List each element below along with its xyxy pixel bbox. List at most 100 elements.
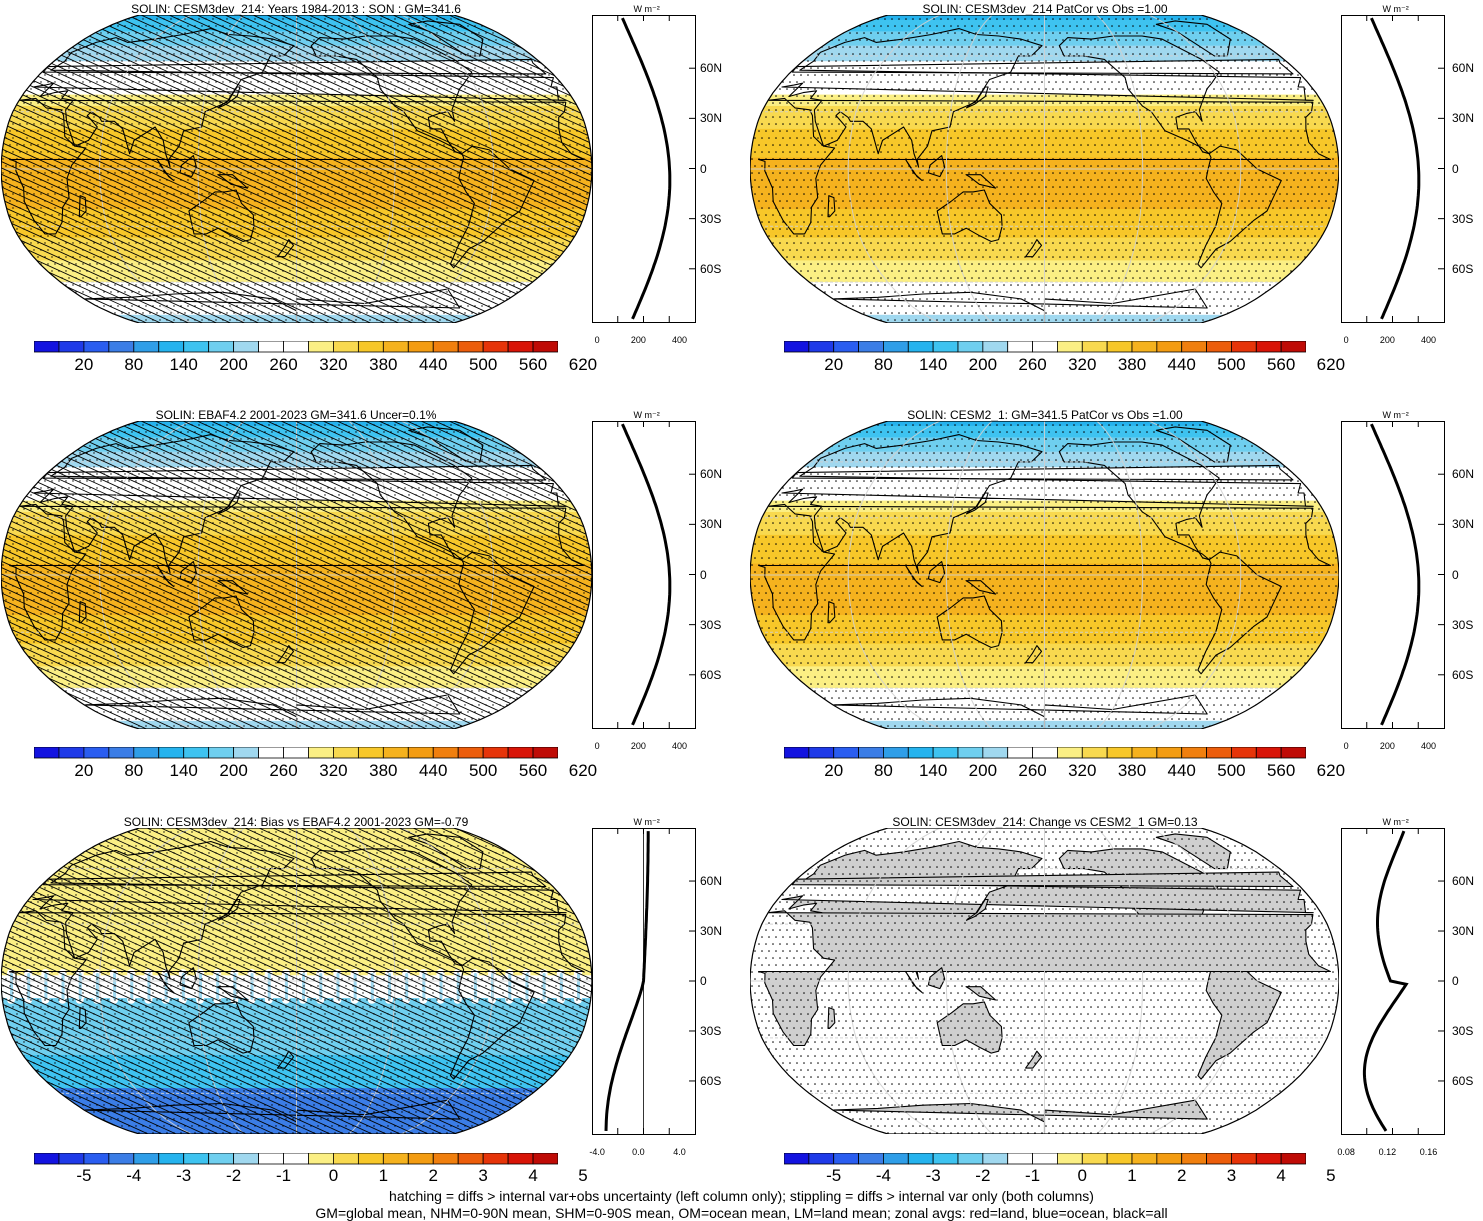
lat-label: 60S xyxy=(700,1074,721,1088)
panel-title: SOLIN: CESM2_1: GM=341.5 PatCor vs Obs =… xyxy=(795,408,1295,422)
colorbar-label: 140 xyxy=(913,355,953,375)
lat-label: 30N xyxy=(1452,517,1474,531)
colorbar-label: 320 xyxy=(313,761,353,781)
colorbar-swatch xyxy=(1280,747,1306,759)
colorbar-swatch xyxy=(233,747,259,759)
colorbar-swatch xyxy=(1156,1153,1183,1165)
colorbar-swatch xyxy=(1007,341,1033,353)
colorbar-label: -1 xyxy=(1013,1166,1053,1186)
colorbar-swatch xyxy=(482,747,509,759)
colorbar-swatch xyxy=(382,341,409,353)
colorbar-label: 560 xyxy=(1261,355,1301,375)
colorbar-swatch xyxy=(308,747,334,759)
profile-xtick: 400 xyxy=(1409,741,1449,751)
zonal-mean-line xyxy=(621,17,672,320)
colorbar-swatch xyxy=(833,1153,859,1165)
colorbar-swatch xyxy=(1181,341,1207,353)
colorbar-swatch xyxy=(1231,747,1257,759)
colorbar-swatch xyxy=(982,1153,1009,1165)
colorbar-2 xyxy=(34,747,558,759)
colorbar-label: 440 xyxy=(1162,761,1202,781)
colorbar-swatch xyxy=(833,341,859,353)
profile-xtick: 0.16 xyxy=(1409,1147,1449,1157)
profile-xtick: 0 xyxy=(577,741,617,751)
colorbar-swatch xyxy=(858,341,884,353)
land xyxy=(758,833,1331,1134)
zonal-mean-line xyxy=(1362,830,1409,1132)
colorbar-swatch xyxy=(482,1153,509,1165)
colorbar-1 xyxy=(784,341,1306,353)
lat-label: 60N xyxy=(1452,61,1474,75)
colorbar-label: 200 xyxy=(214,355,254,375)
map-0 xyxy=(1,15,592,323)
colorbar-3 xyxy=(784,747,1306,759)
colorbar-swatch xyxy=(1106,341,1133,353)
colorbar-label: 560 xyxy=(513,355,553,375)
colorbar-swatch xyxy=(1206,1153,1232,1165)
colorbar-swatch xyxy=(1181,1153,1207,1165)
colorbar-swatch xyxy=(457,1153,484,1165)
colorbar-4 xyxy=(34,1153,558,1165)
zonal-profile-3 xyxy=(1341,421,1445,729)
lat-label: 60N xyxy=(1452,467,1474,481)
colorbar-swatch xyxy=(308,1153,334,1165)
map-4 xyxy=(1,828,592,1134)
panel-title: SOLIN: CESM3dev_214: Change vs CESM2_1 G… xyxy=(795,815,1295,829)
colorbar-swatch xyxy=(808,341,835,353)
profile-xtick: 0.08 xyxy=(1326,1147,1366,1157)
colorbar-swatch xyxy=(432,1153,459,1165)
map-5 xyxy=(750,828,1339,1134)
colorbar-swatch xyxy=(407,747,434,759)
hatching xyxy=(1,421,592,729)
panel-title: SOLIN: EBAF4.2 2001-2023 GM=341.6 Uncer=… xyxy=(46,408,546,422)
colorbar-label: 5 xyxy=(563,1166,603,1186)
colorbar-swatch xyxy=(1231,341,1257,353)
colorbar-label: 440 xyxy=(413,761,453,781)
profile-xtick: 200 xyxy=(618,335,658,345)
colorbar-label: 500 xyxy=(463,355,503,375)
colorbar-swatch xyxy=(283,341,309,353)
colorbar-swatch xyxy=(507,747,534,759)
colorbar-swatch xyxy=(883,747,909,759)
colorbar-swatch xyxy=(784,1153,810,1165)
map-field xyxy=(1,15,592,323)
colorbar-label: 20 xyxy=(814,761,854,781)
lat-label: 30S xyxy=(700,1024,721,1038)
colorbar-swatch xyxy=(1032,747,1058,759)
colorbar-swatch xyxy=(1057,341,1083,353)
panel-title: SOLIN: CESM3dev_214 PatCor vs Obs =1.00 xyxy=(795,2,1295,16)
colorbar-swatch xyxy=(1106,747,1133,759)
colorbar-swatch xyxy=(208,341,235,353)
colorbar-swatch xyxy=(333,1153,359,1165)
colorbar-label: -3 xyxy=(164,1166,204,1186)
colorbar-label: 500 xyxy=(1211,761,1251,781)
colorbar-swatch xyxy=(907,1153,934,1165)
colorbar-swatch xyxy=(58,747,85,759)
lat-label: 30N xyxy=(700,111,722,125)
map-field xyxy=(1,421,592,729)
colorbar-swatch xyxy=(1007,1153,1033,1165)
colorbar-swatch xyxy=(183,1153,210,1165)
colorbar-swatch xyxy=(108,1153,135,1165)
colorbar-swatch xyxy=(83,747,110,759)
colorbar-swatch xyxy=(258,341,284,353)
colorbar-swatch xyxy=(1156,747,1183,759)
footer-line-1: hatching = diffs > internal var+obs unce… xyxy=(0,1188,1483,1204)
colorbar-swatch xyxy=(1131,747,1158,759)
profile-xtick: -4.0 xyxy=(577,1147,617,1157)
colorbar-swatch xyxy=(382,747,409,759)
colorbar-swatch xyxy=(34,1153,60,1165)
colorbar-swatch xyxy=(333,747,359,759)
colorbar-swatch xyxy=(108,747,135,759)
colorbar-swatch xyxy=(83,341,110,353)
lat-label: 0 xyxy=(700,162,707,176)
zonal-profile-4 xyxy=(592,828,696,1135)
colorbar-swatch xyxy=(507,341,534,353)
colorbar-swatch xyxy=(1007,747,1033,759)
colorbar-swatch xyxy=(932,341,959,353)
colorbar-label: -5 xyxy=(64,1166,104,1186)
colorbar-swatch xyxy=(532,341,558,353)
colorbar-swatch xyxy=(833,747,859,759)
lat-label: 60S xyxy=(700,668,721,682)
